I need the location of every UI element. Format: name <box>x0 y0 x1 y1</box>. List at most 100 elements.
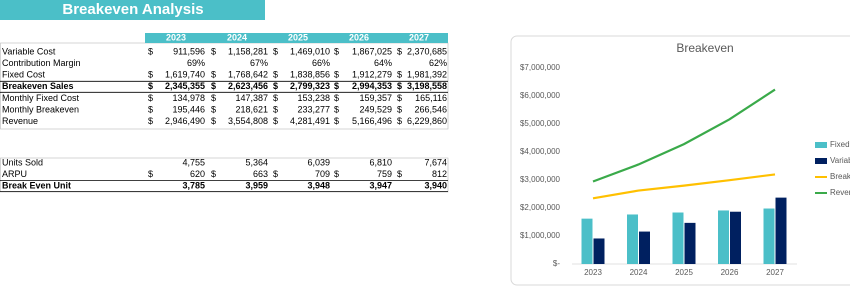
cell-value: 147,387 <box>235 93 268 103</box>
y-tick-label: $5,000,000 <box>520 119 561 128</box>
y-tick-label: $4,000,000 <box>520 147 561 156</box>
chart-title: Breakeven <box>676 41 733 55</box>
currency-sign: $ <box>397 169 402 179</box>
cell-value: 1,912,279 <box>352 70 392 80</box>
x-tick-label: 2026 <box>721 268 739 277</box>
currency-sign: $ <box>148 70 153 80</box>
currency-sign: $ <box>148 81 153 91</box>
currency-sign: $ <box>273 70 278 80</box>
cell-value: 165,116 <box>415 93 447 103</box>
currency-sign: $ <box>397 116 402 126</box>
row-label: Contribution Margin <box>2 58 81 68</box>
cell-value: 2,946,490 <box>165 116 205 126</box>
cell-value: 195,446 <box>172 104 205 114</box>
cell-value: 620 <box>190 169 205 179</box>
cell-value: 3,948 <box>307 180 330 190</box>
cell-value: 3,959 <box>245 180 268 190</box>
currency-sign: $ <box>148 104 153 114</box>
cell-value: 67% <box>250 58 268 68</box>
cell-value: 233,277 <box>297 104 330 114</box>
bar <box>627 214 638 264</box>
currency-sign: $ <box>397 104 402 114</box>
cell-value: 62% <box>429 58 447 68</box>
cell-value: 1,838,856 <box>290 70 330 80</box>
y-tick-label: $6,000,000 <box>520 91 561 100</box>
currency-sign: $ <box>273 116 278 126</box>
currency-sign: $ <box>273 81 278 91</box>
row-label: Variable Cost <box>2 46 56 56</box>
cell-value: 6,039 <box>307 157 330 167</box>
row-label: Fixed Cost <box>2 70 46 80</box>
cell-value: 7,674 <box>424 157 447 167</box>
currency-sign: $ <box>273 169 278 179</box>
bar <box>672 212 684 264</box>
cell-value: 3,198,558 <box>407 81 447 91</box>
currency-sign: $ <box>273 93 278 103</box>
currency-sign: $ <box>334 46 339 56</box>
cell-value: 3,947 <box>369 180 392 190</box>
cell-value: 6,810 <box>369 157 392 167</box>
line <box>592 88 776 183</box>
cell-value: 3,785 <box>182 180 205 190</box>
header-row <box>145 33 448 43</box>
currency-sign: $ <box>334 116 339 126</box>
currency-sign: $ <box>334 93 339 103</box>
cell-value: 3,940 <box>424 180 447 190</box>
cell-value: 249,529 <box>359 104 392 114</box>
x-tick-label: 2027 <box>766 268 784 277</box>
page-title: Breakeven Analysis <box>62 1 203 18</box>
cell-value: 153,238 <box>297 93 330 103</box>
y-tick-label: $2,000,000 <box>520 203 561 212</box>
x-tick-label: 2025 <box>675 268 693 277</box>
currency-sign: $ <box>148 93 153 103</box>
currency-sign: $ <box>148 46 153 56</box>
legend-label: Breakeven Sales <box>830 172 850 181</box>
line <box>592 173 776 200</box>
column-header: 2026 <box>349 32 369 42</box>
bar <box>718 210 729 264</box>
currency-sign: $ <box>334 70 339 80</box>
cell-value: 66% <box>312 58 330 68</box>
bar <box>593 238 605 264</box>
cell-value: 1,768,642 <box>228 70 268 80</box>
cell-value: 1,469,010 <box>290 46 330 56</box>
currency-sign: $ <box>397 93 402 103</box>
row-label: Revenue <box>2 116 38 126</box>
currency-sign: $ <box>334 104 339 114</box>
table-border <box>0 157 449 193</box>
legend-label: Fixed Cost <box>830 140 850 149</box>
cell-value: 134,978 <box>172 93 205 103</box>
cell-value: 2,799,323 <box>290 81 330 91</box>
row-label: ARPU <box>2 169 27 179</box>
cell-value: 2,623,456 <box>228 81 268 91</box>
currency-sign: $ <box>397 70 402 80</box>
currency-sign: $ <box>211 81 216 91</box>
bar <box>730 211 741 264</box>
cell-value: 266,546 <box>414 104 447 114</box>
cell-value: 218,621 <box>235 104 268 114</box>
y-tick-label: $- <box>553 259 560 268</box>
cell-value: 6,229,860 <box>407 116 447 126</box>
cell-value: 4,281,491 <box>290 116 330 126</box>
currency-sign: $ <box>397 81 402 91</box>
title-banner <box>0 0 265 20</box>
y-tick-label: $3,000,000 <box>520 175 561 184</box>
currency-sign: $ <box>211 169 216 179</box>
cell-value: 1,158,281 <box>228 46 268 56</box>
cell-value: 812 <box>432 169 447 179</box>
x-tick-label: 2024 <box>630 268 648 277</box>
column-header: 2027 <box>409 32 429 42</box>
cell-value: 5,166,496 <box>352 116 392 126</box>
currency-sign: $ <box>334 169 339 179</box>
currency-sign: $ <box>211 116 216 126</box>
legend-swatch <box>815 142 827 148</box>
cell-value: 2,994,353 <box>352 81 392 91</box>
bar <box>684 222 696 264</box>
legend-label: Revenue <box>830 188 850 197</box>
currency-sign: $ <box>273 46 278 56</box>
cell-value: 1,867,025 <box>352 46 392 56</box>
currency-sign: $ <box>148 169 153 179</box>
cell-value: 159,357 <box>359 93 392 103</box>
